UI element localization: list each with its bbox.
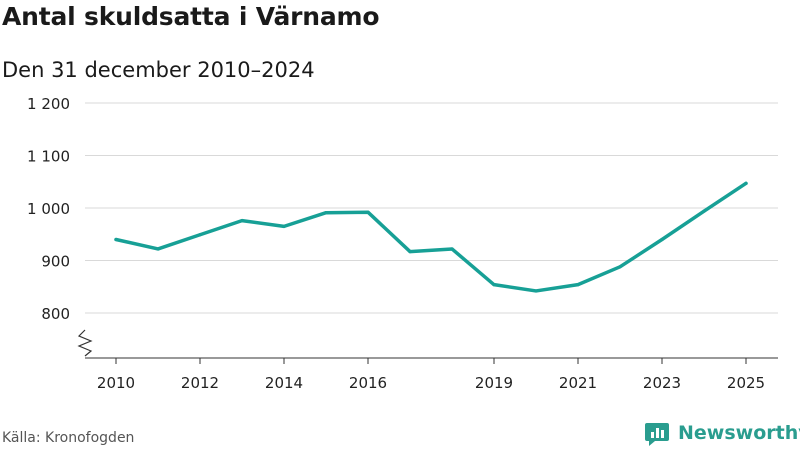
brand-name: Newsworthy — [678, 422, 800, 444]
data-point — [660, 237, 664, 242]
data-point — [534, 289, 538, 293]
x-tick-label: 2016 — [349, 374, 387, 392]
chart-title: Antal skuldsatta i Värnamo — [2, 2, 380, 31]
y-tick-label: 1 100 — [27, 148, 70, 166]
source-note: Källa: Kronofogden — [2, 430, 135, 446]
data-point — [240, 219, 244, 223]
data-point — [576, 283, 580, 287]
newsworthy-logo-icon — [645, 423, 669, 446]
x-tick-label: 2023 — [643, 374, 681, 392]
data-point — [408, 249, 412, 254]
data-point — [282, 224, 286, 228]
series-line — [114, 181, 748, 293]
x-tick-label: 2010 — [97, 374, 135, 392]
data-point — [324, 211, 328, 215]
x-tick-label: 2021 — [559, 374, 597, 392]
data-point — [492, 283, 496, 287]
data-point — [198, 233, 202, 237]
x-tick-label: 2019 — [475, 374, 513, 392]
data-point — [618, 265, 622, 269]
x-tick-label: 2025 — [727, 374, 765, 392]
brand-logo: Newsworthy — [644, 420, 800, 446]
x-tick-label: 2014 — [265, 374, 303, 392]
x-tick-label: 2012 — [181, 374, 219, 392]
data-point — [156, 247, 160, 251]
y-tick-label: 800 — [41, 305, 70, 323]
y-tick-label: 1 000 — [27, 200, 70, 218]
data-point — [114, 237, 118, 242]
y-tick-label: 1 200 — [27, 95, 70, 113]
chart-subtitle: Den 31 december 2010–2024 — [2, 58, 315, 82]
data-point — [744, 181, 748, 185]
data-point — [702, 209, 706, 213]
y-tick-label: 900 — [41, 253, 70, 271]
data-point — [450, 247, 454, 251]
axis-break-icon — [77, 329, 93, 357]
data-point — [366, 210, 370, 214]
